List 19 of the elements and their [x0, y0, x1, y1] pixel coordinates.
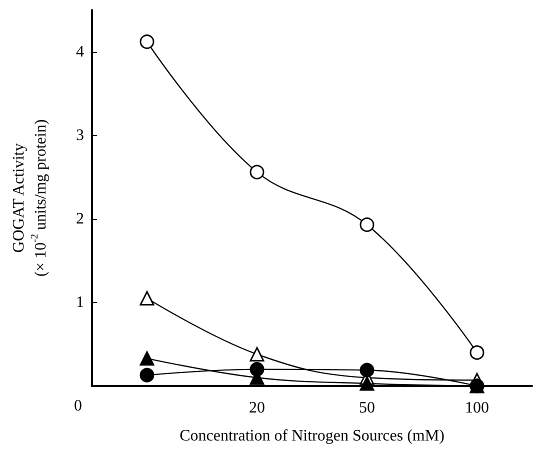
- point: [140, 351, 154, 366]
- point: [250, 164, 264, 180]
- point: [360, 362, 374, 378]
- x-axis-title: Concentration of Nitrogen Sources (mM): [180, 428, 444, 444]
- point: [250, 347, 264, 362]
- x-tick-label: 50: [359, 400, 375, 416]
- y-tick-label: 3: [76, 126, 84, 144]
- point: [140, 368, 154, 382]
- y-tick-label: 1: [76, 294, 84, 311]
- point: [360, 217, 374, 232]
- x-tick-label: 100: [465, 400, 489, 416]
- point: [140, 34, 154, 49]
- point: [360, 376, 374, 391]
- text: 0: [74, 398, 82, 414]
- point: [140, 291, 154, 306]
- y-tick-label: 4: [76, 43, 84, 60]
- y-tick-label: 2: [76, 210, 84, 228]
- point: [470, 345, 484, 360]
- x-tick-label: 20: [249, 400, 265, 416]
